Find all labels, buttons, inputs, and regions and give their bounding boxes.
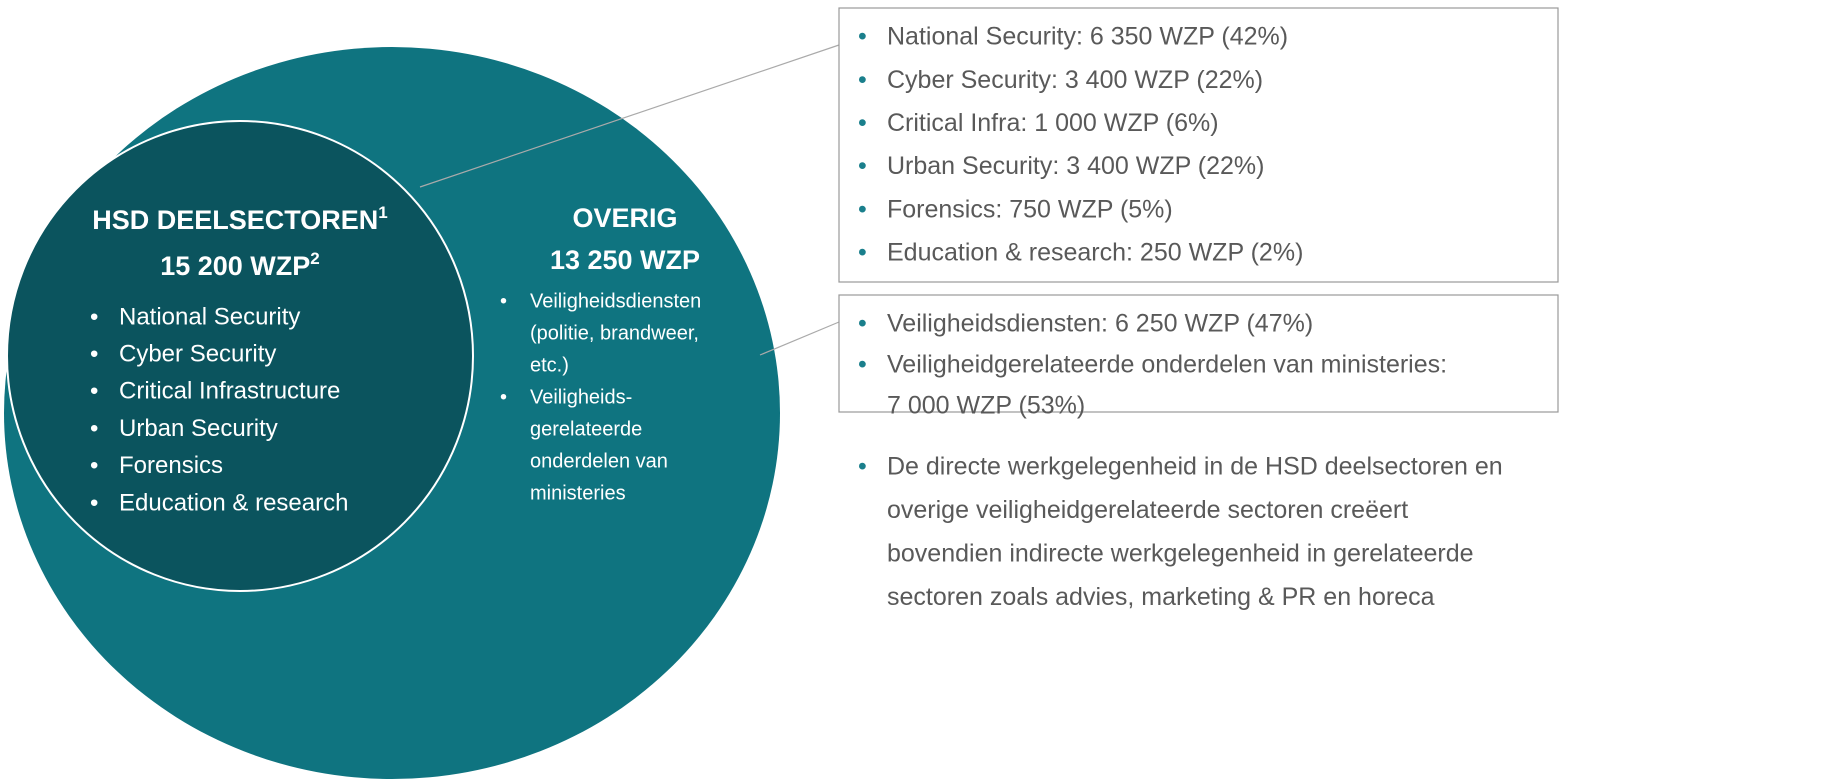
box: [838, 7, 1559, 283]
title: HSD DEELSECTOREN: [92, 205, 378, 235]
note-line: bovendien indirecte werkgelegenheid in g…: [887, 540, 1474, 568]
overig-title: OVERIG: [572, 203, 677, 233]
bullet: •: [500, 290, 507, 312]
left-total: 15 200 WZP2: [160, 249, 320, 281]
list-item: National Security: 6 350 WZP (42%): [887, 23, 1288, 51]
list-item: Urban Security: [119, 415, 278, 442]
list-item: ministeries: [530, 482, 626, 504]
bullet: •: [858, 351, 867, 379]
note-line: De directe werkgelegenheid in de HSD dee…: [887, 453, 1503, 481]
connector: [759, 321, 840, 356]
inner-circle: [6, 120, 474, 592]
footnote-mark: 1: [378, 203, 387, 222]
bullet: •: [90, 303, 98, 330]
bullet: •: [90, 415, 98, 442]
bullet: •: [858, 195, 867, 223]
left-title: HSD DEELSECTOREN1: [92, 203, 388, 235]
list-item: etc.): [530, 354, 569, 376]
list-item: gerelateerde: [530, 418, 642, 440]
bullet: •: [858, 152, 867, 180]
list-item: Veiligheidsdiensten: [530, 290, 701, 312]
list-item: National Security: [119, 303, 300, 330]
bullet: •: [858, 310, 867, 338]
list-item: Education & research: 250 WZP (2%): [887, 239, 1303, 267]
bullet: •: [90, 341, 98, 368]
list-item: Veiligheids-: [530, 386, 632, 408]
bullet: •: [90, 452, 98, 479]
list-item: Critical Infrastructure: [119, 378, 340, 405]
bullet: •: [90, 378, 98, 405]
footnote-mark: 2: [310, 249, 319, 268]
connector: [419, 44, 840, 188]
list-item: Education & research: [119, 489, 348, 516]
box: [838, 294, 1559, 413]
list-item: Veiligheidsdiensten: 6 250 WZP (47%): [887, 310, 1313, 338]
bullet: •: [858, 66, 867, 94]
list-item: Critical Infra: 1 000 WZP (6%): [887, 109, 1219, 137]
note-line: overige veiligheidgerelateerde sectoren …: [887, 496, 1408, 524]
list-item: onderdelen van: [530, 450, 668, 472]
list-item: 7 000 WZP (53%): [887, 392, 1085, 420]
total: 15 200 WZP: [160, 251, 310, 281]
list-item: Veiligheidgerelateerde onderdelen van mi…: [887, 351, 1447, 379]
list-item: (politie, brandweer,: [530, 322, 699, 344]
bullet: •: [858, 453, 867, 481]
bullet: •: [858, 23, 867, 51]
list-item: Cyber Security: [119, 341, 276, 368]
list-item: Urban Security: 3 400 WZP (22%): [887, 152, 1264, 180]
note-line: sectoren zoals advies, marketing & PR en…: [887, 583, 1435, 611]
list-item: Cyber Security: 3 400 WZP (22%): [887, 66, 1263, 94]
list-item: Forensics: [119, 452, 223, 479]
bullet: •: [858, 239, 867, 267]
bullet: •: [90, 489, 98, 516]
overig-total: 13 250 WZP: [550, 245, 700, 275]
bullet: •: [858, 109, 867, 137]
list-item: Forensics: 750 WZP (5%): [887, 195, 1173, 223]
bullet: •: [500, 386, 507, 408]
